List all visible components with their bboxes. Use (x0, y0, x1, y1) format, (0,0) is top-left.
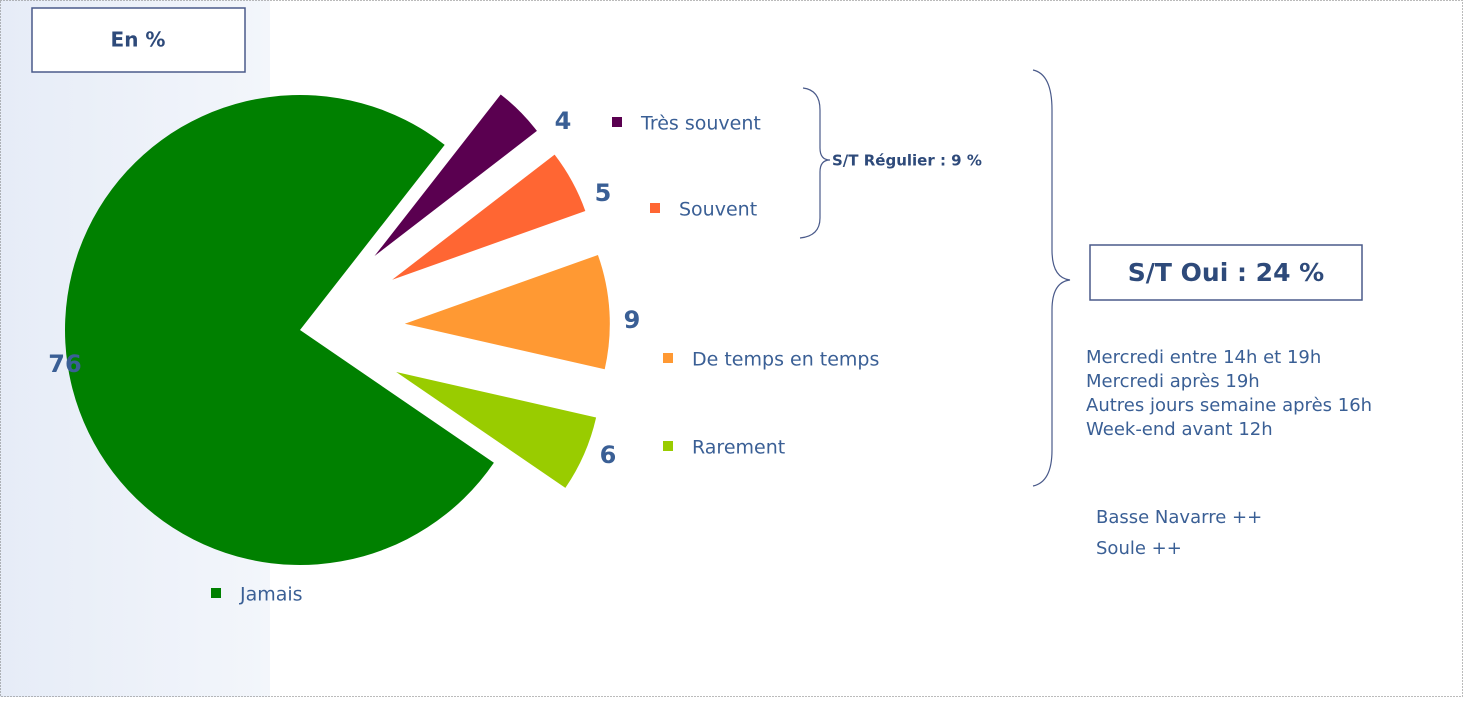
value-label: 9 (624, 306, 641, 334)
legend-label: Jamais (239, 584, 303, 606)
annotation: S/T Oui : 24 % (1128, 258, 1324, 287)
title-box (31, 7, 246, 73)
legend-swatch (663, 441, 673, 451)
value-label: 76 (48, 350, 81, 378)
total-box (1089, 244, 1363, 301)
pie-slice (374, 94, 537, 257)
note: Mercredi après 19h (1086, 371, 1260, 392)
brace (799, 87, 831, 239)
legend-swatch (650, 203, 660, 213)
pie-slice (404, 255, 610, 370)
legend-label: Rarement (692, 437, 785, 459)
value-label: 5 (595, 179, 612, 207)
note: Basse Navarre ++ (1096, 507, 1262, 528)
chart-title: En % (111, 28, 166, 52)
brace (1032, 69, 1071, 487)
note: Week-end avant 12h (1086, 419, 1273, 440)
legend-label: Souvent (679, 199, 757, 221)
pie-slice (392, 154, 586, 280)
value-label: 4 (555, 107, 572, 135)
value-label: 6 (600, 441, 617, 469)
legend-swatch (612, 117, 622, 127)
note: Soule ++ (1096, 538, 1182, 559)
note: Autres jours semaine après 16h (1086, 395, 1372, 416)
legend-label: Très souvent (640, 113, 761, 135)
pie-slice (64, 94, 494, 566)
legend-swatch (211, 588, 221, 598)
annotation: S/T Régulier : 9 % (832, 152, 982, 170)
legend-swatch (663, 353, 673, 363)
pie-slice (396, 372, 597, 488)
note: Mercredi entre 14h et 19h (1086, 347, 1321, 368)
legend-label: De temps en temps (692, 349, 879, 371)
